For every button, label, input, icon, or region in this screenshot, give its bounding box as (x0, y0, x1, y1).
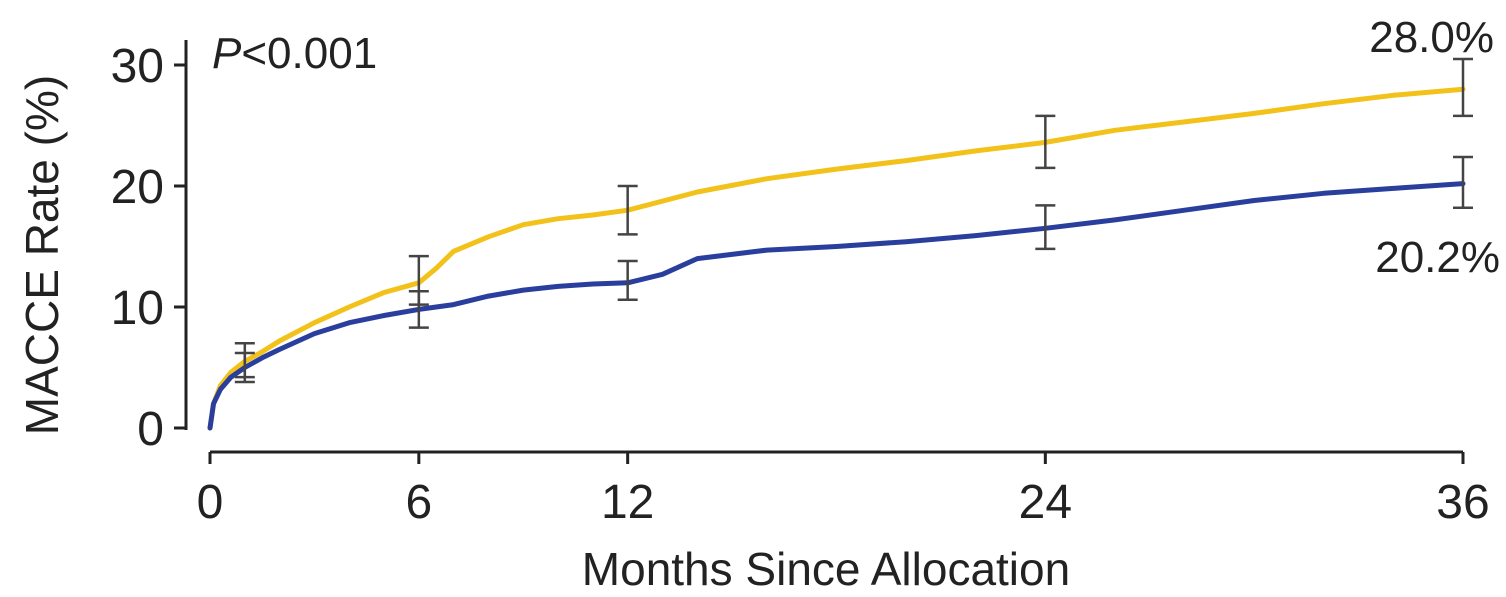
y-tick-label: 30 (111, 40, 164, 93)
p-value-text: <0.001 (241, 29, 377, 78)
series-line-lower (207, 181, 1466, 431)
y-ticks: 0 10 20 30 (111, 40, 186, 456)
x-tick-label: 6 (405, 476, 432, 529)
error-bar (1453, 155, 1473, 210)
series-line-upper (207, 86, 1466, 431)
y-tick-label: 10 (111, 282, 164, 335)
y-axis-title: MACCE Rate (%) (16, 75, 68, 435)
error-bar (1453, 57, 1473, 118)
error-bar (234, 351, 255, 384)
p-value-annotation: P<0.001 (212, 29, 377, 78)
y-tick-label: 0 (137, 403, 164, 456)
error-bar (1035, 114, 1056, 170)
error-bar (1035, 204, 1056, 251)
series-end-label-lower: 20.2% (1375, 233, 1500, 282)
series-end-label-upper: 28.0% (1369, 13, 1494, 62)
y-tick-label: 20 (111, 161, 164, 214)
error-bar (617, 184, 638, 236)
error-bar (408, 290, 429, 329)
p-value-symbol: P (212, 29, 242, 78)
x-tick-label: 24 (1019, 476, 1072, 529)
x-tick-label: 36 (1436, 476, 1489, 529)
x-axis-title: Months Since Allocation (582, 543, 1070, 595)
x-tick-label: 0 (197, 476, 224, 529)
errorbar-layer (234, 57, 1473, 384)
x-ticks: 0 6 12 24 36 (197, 452, 1490, 529)
series-layer (207, 86, 1466, 431)
x-tick-label: 12 (601, 476, 654, 529)
error-bar (617, 259, 638, 301)
